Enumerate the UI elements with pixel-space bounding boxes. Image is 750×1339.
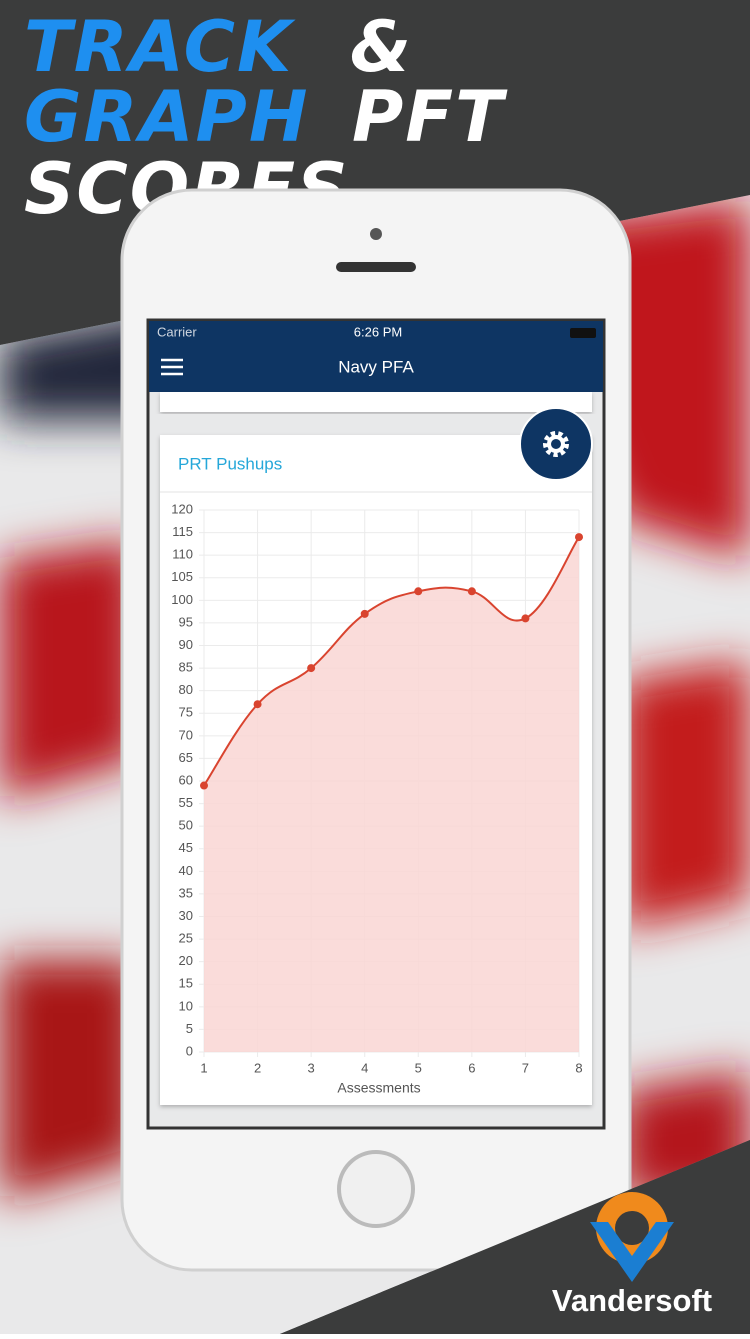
- headline-word: TRACK: [24, 6, 296, 88]
- carrier: Carrier: [157, 324, 197, 339]
- y-tick-label: 55: [179, 795, 193, 810]
- x-tick-label: 6: [468, 1060, 475, 1075]
- x-tick-label: 7: [522, 1060, 529, 1075]
- y-tick-label: 100: [171, 592, 193, 607]
- y-tick-label: 110: [172, 547, 193, 562]
- phone-speaker: [336, 262, 416, 272]
- y-tick-label: 10: [179, 998, 193, 1013]
- y-tick-label: 95: [179, 614, 193, 629]
- x-tick-label: 8: [575, 1060, 582, 1075]
- y-tick-label: 65: [179, 750, 193, 765]
- previous-card: [160, 392, 592, 412]
- point: [575, 533, 583, 542]
- brand-name: Vandersoft: [552, 1283, 712, 1318]
- chart: 0510152025303540455055606570758085909510…: [171, 501, 583, 1075]
- card-title: PRT Pushups: [178, 454, 282, 473]
- brand-logo: [590, 1192, 674, 1282]
- point: [307, 664, 316, 673]
- nav-title: Navy PFA: [338, 357, 414, 376]
- y-tick-label: 30: [179, 908, 193, 923]
- battery: [570, 328, 596, 338]
- y-tick-label: 20: [179, 953, 193, 968]
- point: [521, 614, 530, 623]
- phone-camera: [370, 228, 382, 240]
- x-tick-label: 4: [361, 1060, 368, 1075]
- point: [467, 587, 476, 596]
- settings-button[interactable]: [519, 407, 593, 481]
- point: [414, 587, 423, 596]
- corner-band: [280, 1140, 750, 1334]
- point: [200, 781, 208, 790]
- home-button[interactable]: [337, 1150, 415, 1228]
- y-tick-label: 35: [179, 885, 193, 900]
- y-tick-label: 120: [171, 501, 193, 516]
- x-tick-label: 2: [254, 1060, 261, 1075]
- y-tick-label: 0: [186, 1043, 193, 1058]
- point: [360, 609, 369, 618]
- x-axis-label: Assessments: [337, 1080, 420, 1096]
- y-tick-label: 45: [179, 840, 193, 855]
- headline-word: &: [350, 6, 413, 88]
- y-tick-label: 115: [172, 524, 193, 539]
- y-tick-label: 5: [186, 1021, 193, 1036]
- y-tick-label: 90: [179, 637, 193, 652]
- y-tick-label: 105: [171, 569, 193, 584]
- area: [204, 537, 579, 1052]
- y-tick-label: 70: [179, 727, 193, 742]
- point: [253, 700, 262, 709]
- y-tick-label: 15: [179, 976, 193, 991]
- x-tick-label: 3: [308, 1060, 315, 1075]
- y-tick-label: 60: [179, 772, 193, 787]
- y-tick-label: 85: [179, 660, 193, 675]
- y-tick-label: 40: [179, 863, 193, 878]
- status-time: 6:26 PM: [354, 324, 402, 339]
- x-tick-label: 1: [200, 1060, 207, 1075]
- headline-word: GRAPH: [24, 76, 309, 158]
- menu-button[interactable]: [161, 358, 183, 376]
- y-tick-label: 50: [179, 818, 193, 833]
- nav-bar: [149, 321, 603, 392]
- x-tick-label: 5: [415, 1060, 422, 1075]
- y-tick-label: 80: [179, 682, 193, 697]
- y-tick-label: 75: [179, 705, 193, 720]
- y-tick-label: 25: [179, 931, 193, 946]
- headline-word: PFT: [352, 76, 508, 158]
